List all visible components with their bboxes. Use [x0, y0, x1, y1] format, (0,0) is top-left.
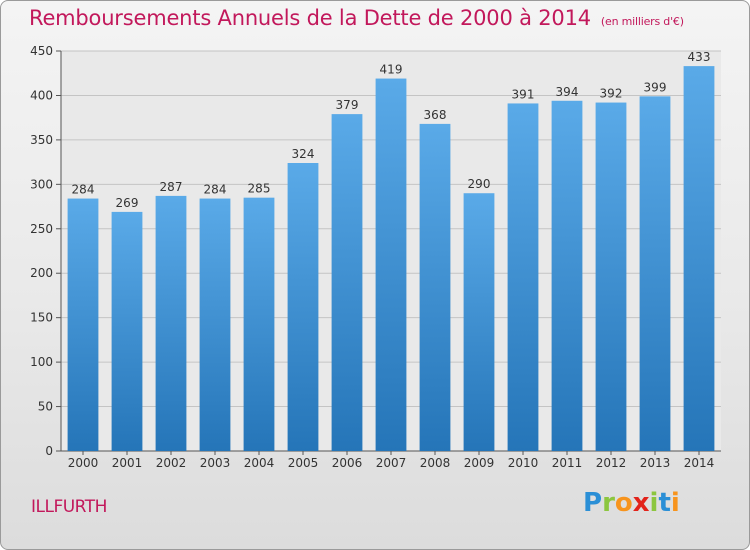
bar [507, 103, 539, 451]
y-tick-label: 200 [30, 266, 53, 280]
x-tick-label: 2011 [552, 456, 583, 470]
bar-value-label: 379 [336, 98, 359, 112]
y-tick-label: 0 [45, 444, 53, 458]
x-tick-label: 2001 [112, 456, 143, 470]
x-tick-label: 2002 [156, 456, 187, 470]
bar-value-label: 399 [644, 80, 667, 94]
y-tick-label: 150 [30, 311, 53, 325]
logo-letter: r [602, 488, 615, 518]
bar [595, 102, 627, 452]
x-tick-label: 2013 [640, 456, 671, 470]
logo-letter: i [670, 488, 680, 518]
y-tick-label: 300 [30, 177, 53, 191]
bar [155, 195, 187, 451]
x-tick-label: 2006 [332, 456, 363, 470]
y-tick-label: 100 [30, 355, 53, 369]
logo-letter: t [658, 488, 671, 518]
bar-value-label: 433 [688, 50, 711, 64]
chart-title-text: Remboursements Annuels de la Dette de 20… [29, 6, 591, 30]
bar [243, 197, 275, 451]
bar [331, 114, 363, 451]
y-tick-label: 250 [30, 222, 53, 236]
bar-value-label: 269 [116, 196, 139, 210]
y-tick-label: 50 [38, 400, 53, 414]
x-tick-label: 2000 [68, 456, 99, 470]
bar-value-label: 287 [160, 180, 183, 194]
logo-letter: x [632, 488, 650, 518]
bar-value-label: 290 [468, 177, 491, 191]
chart-title: Remboursements Annuels de la Dette de 20… [29, 6, 684, 30]
x-tick-label: 2008 [420, 456, 451, 470]
y-tick-label: 450 [30, 44, 53, 58]
bar [111, 211, 143, 451]
bar [419, 123, 451, 451]
bar-value-label: 284 [204, 183, 227, 197]
bar [287, 163, 319, 451]
bar [639, 96, 671, 451]
x-tick-label: 2012 [596, 456, 627, 470]
x-tick-label: 2007 [376, 456, 407, 470]
bar-value-label: 285 [248, 182, 271, 196]
x-tick-label: 2014 [684, 456, 715, 470]
bar-value-label: 419 [380, 63, 403, 77]
bar-value-label: 324 [292, 147, 315, 161]
x-tick-label: 2010 [508, 456, 539, 470]
bar [551, 100, 583, 452]
x-tick-label: 2005 [288, 456, 319, 470]
bar [683, 66, 715, 451]
logo-letter: P [583, 488, 603, 518]
proxiti-logo: Proxiti [583, 488, 680, 518]
bar-value-label: 368 [424, 108, 447, 122]
y-tick-label: 400 [30, 88, 53, 102]
bar [463, 193, 495, 451]
bar-value-label: 391 [512, 87, 535, 101]
bar-value-label: 394 [556, 85, 579, 99]
bar [67, 198, 99, 451]
commune-name: ILLFURTH [31, 497, 107, 517]
x-tick-label: 2004 [244, 456, 275, 470]
bar-value-label: 284 [72, 183, 95, 197]
bar-value-label: 392 [600, 87, 623, 101]
logo-letter: o [614, 488, 633, 518]
bar [375, 78, 407, 452]
bar [199, 198, 231, 451]
logo-letter: i [649, 488, 659, 518]
y-tick-label: 350 [30, 133, 53, 147]
x-tick-label: 2009 [464, 456, 495, 470]
x-tick-label: 2003 [200, 456, 231, 470]
chart-unit: (en milliers d'€) [600, 15, 684, 28]
